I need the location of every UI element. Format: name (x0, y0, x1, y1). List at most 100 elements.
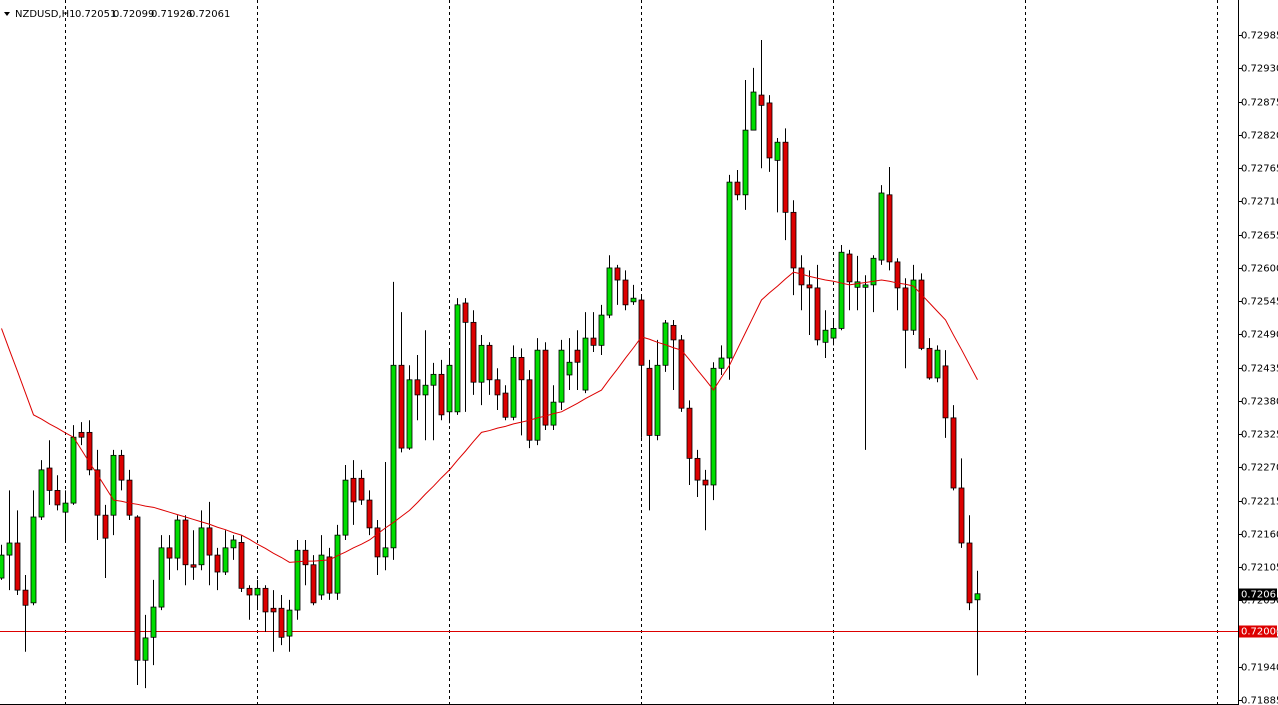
candle-body (798, 267, 805, 286)
candle-body (574, 349, 581, 363)
y-tick-label: 0.71885 (1241, 696, 1278, 705)
y-tick-label: 0.72875 (1241, 98, 1278, 109)
candle-body (390, 364, 397, 549)
candle-body (534, 349, 541, 441)
candle-body (958, 487, 965, 544)
candle-body (734, 181, 741, 196)
candle-body (814, 287, 821, 341)
candle-body (62, 502, 69, 513)
candle-body (46, 467, 53, 491)
candle-body (910, 279, 917, 331)
candle-body (974, 593, 981, 601)
candle-body (510, 357, 517, 418)
candle-body (118, 454, 125, 481)
candle-body (526, 379, 533, 441)
candle-body (790, 211, 797, 269)
y-tick-label: 0.72215 (1241, 497, 1278, 508)
candle-body (430, 373, 437, 386)
candle-body (6, 542, 13, 556)
candle-body (750, 91, 757, 131)
candle-body (646, 367, 653, 436)
candle-body (702, 479, 709, 486)
header-open: 0.72051 (75, 9, 116, 20)
candle-body (406, 379, 413, 449)
candle-body (294, 549, 301, 611)
candle-body (134, 516, 141, 661)
candle-body (14, 542, 21, 591)
candle-body (214, 554, 221, 573)
candle-body (78, 431, 85, 438)
y-tick-label: 0.72325 (1241, 430, 1278, 441)
candle-body (318, 554, 325, 596)
candle-body (902, 287, 909, 331)
candle-body (222, 547, 229, 573)
candle-body (462, 302, 469, 323)
candle-body (870, 257, 877, 286)
candle-body (302, 549, 309, 566)
candle-body (366, 499, 373, 529)
candle-body (838, 251, 845, 329)
candle-body (150, 606, 157, 638)
candle-body (382, 547, 389, 558)
candle-body (598, 314, 605, 346)
candle-body (142, 637, 149, 661)
candle-body (310, 564, 317, 604)
candle-body (622, 279, 629, 306)
candle-body (878, 192, 885, 261)
candle-body (718, 357, 725, 369)
candle-body (30, 516, 37, 604)
candle-body (470, 321, 477, 383)
candle-body (54, 490, 61, 506)
candle-body (358, 477, 365, 501)
candle-body (94, 469, 101, 516)
y-tick-label: 0.72655 (1241, 231, 1278, 242)
candle-body (774, 141, 781, 161)
candle-body (886, 194, 893, 263)
candle-body (238, 541, 245, 589)
candle-body (846, 253, 853, 283)
header-close: 0.72061 (189, 9, 230, 20)
header-high: 0.72099 (113, 9, 154, 20)
candle-body (558, 349, 565, 403)
candle-body (670, 324, 677, 341)
candle-body (350, 477, 357, 503)
candle-body (694, 457, 701, 481)
candle-body (494, 379, 501, 396)
candle-body (206, 527, 213, 556)
candle-body (862, 284, 869, 288)
candle-body (830, 328, 837, 339)
candle-body (582, 337, 589, 391)
candle-body (654, 364, 661, 436)
plot (0, 40, 1238, 689)
candle-body (446, 364, 453, 413)
moving-average (1, 271, 978, 563)
candle-body (934, 349, 941, 379)
candle-body (590, 337, 597, 346)
candle-body (86, 431, 93, 471)
candle-body (38, 469, 45, 518)
symbol-title: NZDUSD,H1 (15, 9, 75, 20)
candle-body (198, 527, 205, 566)
candle-body (454, 304, 461, 413)
candle-body (766, 102, 773, 159)
candle-body (942, 365, 949, 419)
candle-body (190, 564, 197, 568)
candle-body (966, 542, 973, 604)
symbol-menu[interactable] (4, 12, 10, 16)
candle-body (726, 181, 733, 359)
candle-body (158, 547, 165, 608)
candle-body (614, 267, 621, 281)
candle-body (230, 539, 237, 549)
candle-body (102, 514, 109, 539)
candle-body (518, 357, 525, 381)
